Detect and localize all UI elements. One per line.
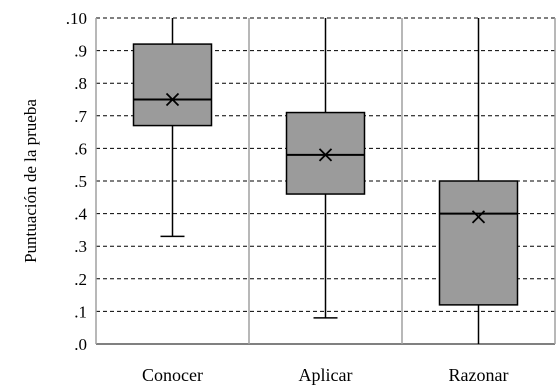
y-tick-label: .7 — [74, 107, 87, 126]
mean-marker-stroke-b — [471, 210, 486, 224]
category-label: Aplicar — [299, 365, 353, 385]
category-labels: Conocer Aplicar Razonar — [142, 365, 508, 385]
box-aplicar — [285, 18, 366, 319]
box-iqr — [132, 43, 213, 127]
y-tick-label: .6 — [74, 139, 87, 158]
y-axis-title: Puntuación de la prueba — [21, 99, 40, 263]
y-tick-label: .5 — [74, 172, 87, 191]
box-conocer — [132, 18, 213, 238]
y-tick-labels: .0 .1 .2 .3 .4 .5 .6 .7 .8 .9 .10 — [66, 9, 88, 354]
y-tick-label: .8 — [74, 74, 87, 93]
y-tick-label: .10 — [66, 9, 87, 28]
category-label: Razonar — [449, 365, 509, 385]
box-razonar — [438, 18, 519, 344]
y-tick-label: .2 — [74, 270, 87, 289]
y-tick-label: .9 — [74, 42, 87, 61]
mean-marker-stroke-b — [318, 148, 333, 162]
box-iqr — [438, 180, 519, 306]
y-tick-label: .3 — [74, 237, 87, 256]
boxes-layer — [132, 18, 519, 344]
y-tick-label: .1 — [74, 302, 87, 321]
y-tick-label: .0 — [74, 335, 87, 354]
category-separators — [95, 18, 556, 344]
mean-marker-stroke-b — [165, 92, 180, 107]
box-iqr — [285, 111, 366, 195]
category-label: Conocer — [142, 365, 203, 385]
y-tick-label: .4 — [74, 205, 87, 224]
